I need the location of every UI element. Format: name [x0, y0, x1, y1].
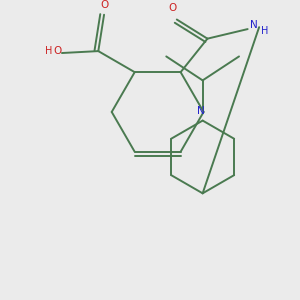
Text: H: H: [45, 46, 52, 56]
Text: N: N: [197, 106, 205, 116]
Text: O: O: [100, 0, 108, 10]
Text: O: O: [53, 46, 61, 56]
Text: H: H: [261, 26, 268, 36]
Text: O: O: [168, 3, 176, 13]
Text: N: N: [250, 20, 257, 30]
